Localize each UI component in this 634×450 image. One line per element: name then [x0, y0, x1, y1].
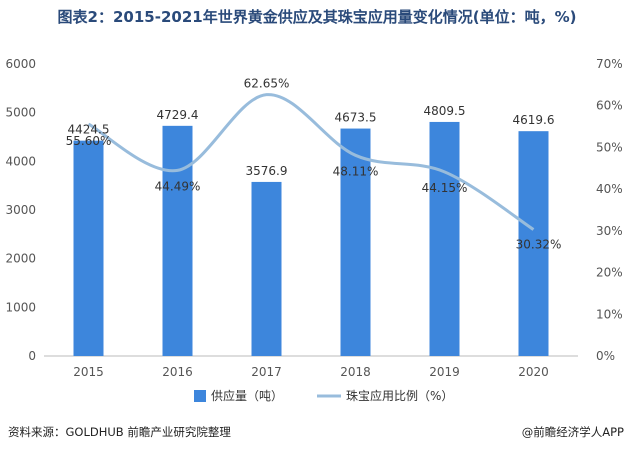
line-value-label: 62.65% — [244, 77, 290, 91]
legend-bar-swatch — [194, 390, 206, 402]
x-tick-label: 2020 — [518, 365, 549, 379]
y-left-tick-label: 0 — [28, 349, 36, 363]
y-right-tick-label: 10% — [596, 307, 623, 321]
line-value-label: 44.15% — [422, 181, 468, 195]
bar-value-label: 4424.5 — [68, 123, 110, 137]
x-tick-label: 2019 — [429, 365, 460, 379]
line-value-label: 48.11% — [333, 164, 379, 178]
legend-line-label: 珠宝应用比例（%） — [346, 388, 453, 403]
bar-supply-2016 — [162, 125, 193, 356]
y-left-tick-label: 4000 — [5, 154, 36, 168]
y-right-tick-label: 60% — [596, 99, 623, 113]
y-right-tick-label: 20% — [596, 266, 623, 280]
bar-supply-2015 — [73, 140, 104, 356]
source-note: 资料来源：GOLDHUB 前瞻产业研究院整理 — [8, 425, 231, 439]
y-right-tick-label: 0% — [596, 349, 615, 363]
chart-title: 图表2：2015-2021年世界黄金供应及其珠宝应用量变化情况(单位：吨，%) — [57, 8, 577, 26]
y-left-tick-label: 5000 — [5, 106, 36, 120]
y-left-tick-label: 6000 — [5, 57, 36, 71]
x-tick-label: 2018 — [340, 365, 371, 379]
line-value-label: 44.49% — [155, 179, 201, 193]
y-left-tick-label: 1000 — [5, 300, 36, 314]
brand-credit: @前瞻经济学人APP — [521, 425, 624, 439]
bar-value-label: 4619.6 — [513, 113, 555, 127]
x-tick-label: 2015 — [73, 365, 104, 379]
y-right-tick-label: 30% — [596, 224, 623, 238]
bar-value-label: 3576.9 — [246, 164, 288, 178]
bar-supply-2018 — [340, 128, 371, 356]
bar-supply-2020 — [518, 131, 549, 356]
line-value-label: 30.32% — [516, 238, 562, 252]
legend-bar-label: 供应量（吨） — [211, 388, 283, 403]
bar-supply-2019 — [429, 121, 460, 356]
y-right-tick-label: 50% — [596, 140, 623, 154]
bar-value-label: 4809.5 — [424, 104, 466, 118]
y-right-tick-label: 70% — [596, 57, 623, 71]
y-right-tick-label: 40% — [596, 182, 623, 196]
y-left-tick-label: 2000 — [5, 252, 36, 266]
y-left-tick-label: 3000 — [5, 203, 36, 217]
x-tick-label: 2016 — [162, 365, 193, 379]
bar-value-label: 4729.4 — [157, 108, 199, 122]
line-jewelry-ratio — [87, 93, 535, 231]
x-tick-label: 2017 — [251, 365, 282, 379]
bar-supply-2017 — [251, 181, 282, 356]
line-value-label: 55.60% — [66, 134, 112, 148]
bar-value-label: 4673.5 — [335, 111, 377, 125]
